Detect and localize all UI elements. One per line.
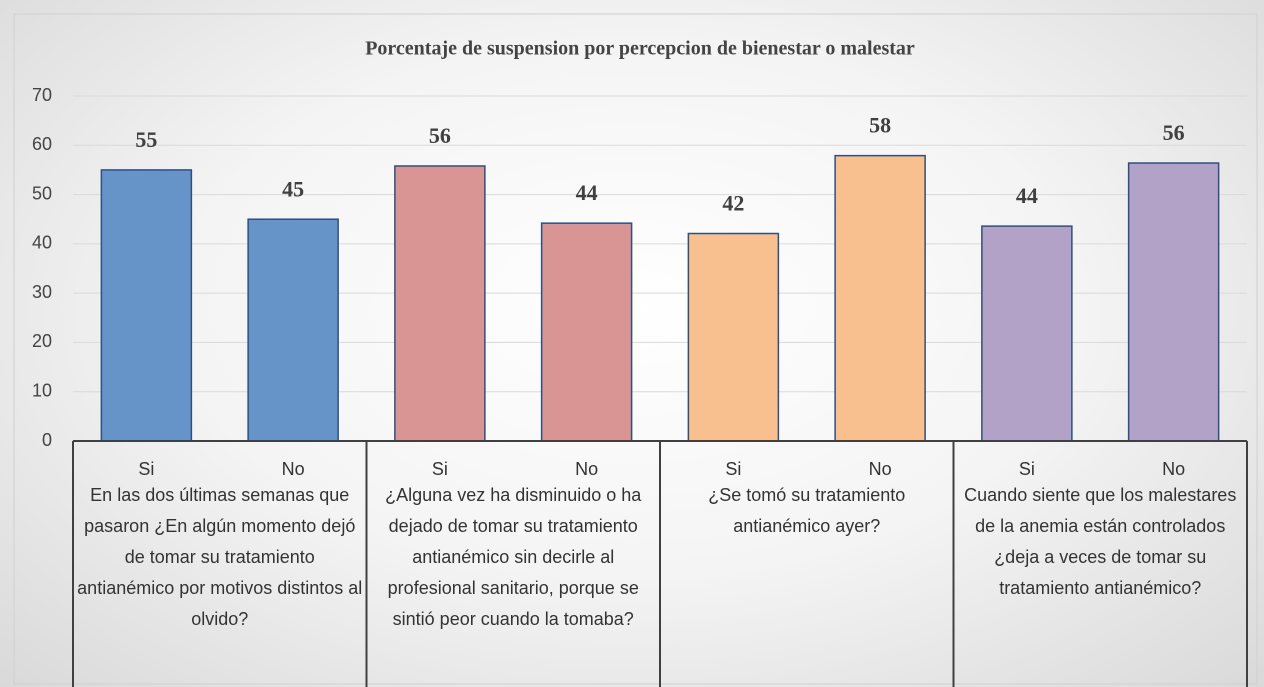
- y-tick-label: 20: [32, 331, 52, 351]
- chart-frame: [13, 13, 1258, 685]
- bar: [100, 169, 193, 442]
- y-tick-label: 40: [32, 233, 52, 253]
- bar: [834, 154, 926, 442]
- group-label: En las dos últimas semanas que pasaron ¿…: [77, 485, 363, 629]
- bar: [394, 165, 486, 442]
- data-label: 42: [722, 191, 744, 216]
- y-tick-label: 70: [32, 85, 52, 105]
- data-label: 56: [429, 123, 451, 148]
- y-tick-label: 0: [42, 430, 52, 450]
- data-label: 56: [1163, 120, 1185, 145]
- data-label: 44: [1016, 183, 1038, 208]
- x-tick-label: No: [282, 459, 305, 479]
- x-tick-label: No: [869, 459, 892, 479]
- group-label: ¿Alguna vez ha disminuido o ha dejado de…: [385, 485, 642, 629]
- bar: [981, 225, 1073, 442]
- bar: [247, 218, 339, 442]
- x-tick-label: Si: [1019, 459, 1035, 479]
- bar: [1127, 162, 1220, 442]
- x-tick-label: Si: [138, 459, 154, 479]
- x-tick-label: No: [575, 459, 598, 479]
- data-label: 44: [576, 180, 598, 205]
- data-label: 55: [135, 127, 157, 152]
- y-tick-label: 10: [32, 380, 52, 400]
- chart-title: Porcentaje de suspension por percepcion …: [365, 38, 915, 60]
- y-tick-label: 60: [32, 134, 52, 154]
- group-label: Cuando siente que los malestares de la a…: [964, 485, 1237, 598]
- x-tick-label: Si: [432, 459, 448, 479]
- y-tick-label: 50: [32, 183, 52, 203]
- x-tick-label: Si: [725, 459, 741, 479]
- data-label: 58: [869, 113, 891, 138]
- x-tick-label: No: [1162, 459, 1185, 479]
- group-label: ¿Se tomó su tratamiento antianémico ayer…: [708, 485, 906, 536]
- bar: [540, 222, 633, 442]
- y-tick-label: 30: [32, 282, 52, 302]
- bar: [687, 232, 780, 442]
- data-label: 45: [282, 176, 304, 201]
